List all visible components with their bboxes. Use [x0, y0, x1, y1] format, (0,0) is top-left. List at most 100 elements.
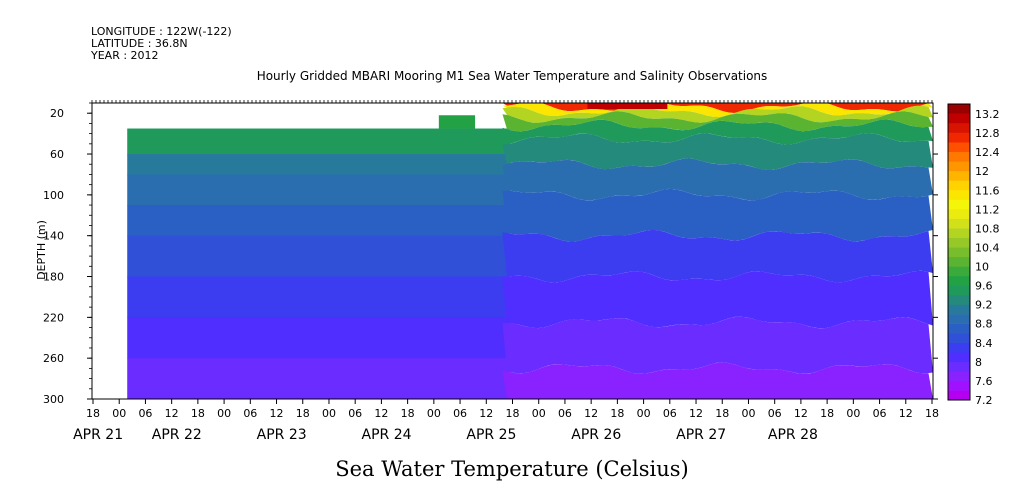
x-tick-label: 00	[846, 407, 860, 420]
colorbar-frame	[947, 103, 971, 401]
contour-band	[127, 128, 511, 155]
x-tick-label: 00	[427, 407, 441, 420]
x-tick-label: 06	[873, 407, 887, 420]
x-tick-label: 18	[610, 407, 624, 420]
chart-title: Hourly Gridded MBARI Mooring M1 Sea Wate…	[257, 69, 768, 83]
x-tick-label: 00	[532, 407, 546, 420]
colorbar-swatch	[948, 161, 970, 172]
contour-band	[502, 133, 933, 171]
colorbar-swatch	[948, 123, 970, 133]
contour-band	[127, 174, 511, 206]
colorbar-swatch	[948, 218, 970, 229]
x-tick-label: 06	[768, 407, 782, 420]
colorbar-swatch	[948, 352, 970, 363]
x-date-label: APR 28	[768, 427, 818, 443]
x-tick-label: 12	[374, 407, 388, 420]
colorbar-swatch	[948, 323, 970, 334]
colorbar-swatch	[948, 189, 970, 200]
y-tick-label: 140	[43, 230, 64, 243]
colorbar-label: 10	[975, 261, 989, 274]
contour-band	[502, 316, 933, 374]
colorbar-label: 12	[975, 165, 989, 178]
x-tick-label: 12	[584, 407, 598, 420]
colorbar-label: 10.8	[975, 222, 1000, 235]
y-axis-label: DEPTH (m)	[35, 220, 48, 280]
x-tick-label: 18	[820, 407, 834, 420]
x-tick-label: 06	[453, 407, 467, 420]
x-tick-label: 12	[165, 407, 179, 420]
contour-band	[127, 358, 511, 400]
colorbar-swatch	[948, 228, 970, 238]
contour-band	[587, 103, 668, 109]
x-date-label: APR 23	[257, 427, 307, 443]
colorbar-swatch	[948, 294, 970, 305]
colorbar-swatch	[948, 314, 970, 324]
x-tick-label: 00	[637, 407, 651, 420]
colorbar-label: 7.2	[975, 394, 993, 407]
y-tick-label: 220	[43, 311, 64, 324]
colorbar-swatch	[948, 180, 970, 191]
colorbar-swatch	[948, 361, 970, 372]
colorbar: 13.2 12.8 12.4 12 11.6 11.2 10.8 10.4 10 9.6 9.2 8.…	[947, 103, 1000, 407]
colorbar-swatch	[948, 275, 970, 286]
x-tick-label: 12	[479, 407, 493, 420]
contour-band	[502, 362, 933, 399]
colorbar-label: 8	[975, 356, 982, 369]
colorbar-swatch	[948, 247, 970, 258]
colorbar-label: 12.4	[975, 146, 1000, 159]
x-tick-label: 00	[322, 407, 336, 420]
colorbar-label: 9.6	[975, 280, 993, 293]
x-axis: 18 00 06 12 18 00 06 12 18 00 06 12 18 00 06 12 18 00 06 12…	[73, 399, 939, 443]
contour-fill-layer	[127, 103, 933, 400]
colorbar-swatch	[948, 266, 970, 277]
x-date-label: APR 21	[73, 427, 123, 443]
colorbar-swatch	[948, 170, 970, 181]
contour-band	[502, 111, 933, 132]
contour-band	[438, 115, 476, 129]
colorbar-label: 8.8	[975, 318, 993, 331]
colorbar-label: 11.2	[975, 203, 1000, 216]
x-tick-label: 06	[348, 407, 362, 420]
colorbar-label: 11.6	[975, 184, 1000, 197]
x-tick-label: 06	[558, 407, 572, 420]
x-axis-label: Sea Water Temperature (Celsius)	[335, 457, 689, 481]
x-tick-label: 00	[112, 407, 126, 420]
contour-band	[127, 276, 511, 318]
colorbar-swatch	[948, 285, 970, 296]
x-tick-label: 18	[715, 407, 729, 420]
contour-band	[502, 158, 933, 201]
colorbar-swatch	[948, 380, 970, 391]
contour-band	[502, 229, 933, 283]
colorbar-swatch	[948, 151, 970, 162]
x-tick-label: 00	[741, 407, 755, 420]
x-tick-label: 18	[925, 407, 939, 420]
x-tick-label: 18	[191, 407, 205, 420]
x-tick-label: 06	[663, 407, 677, 420]
x-tick-label: 06	[243, 407, 257, 420]
colorbar-swatch	[948, 104, 970, 114]
y-tick-label: 20	[50, 107, 64, 120]
x-date-label: APR 25	[466, 427, 516, 443]
x-tick-label: 12	[794, 407, 808, 420]
colorbar-label: 10.4	[975, 241, 1000, 254]
x-date-label: APR 22	[152, 427, 202, 443]
x-date-label: APR 26	[571, 427, 621, 443]
contour-band	[127, 235, 511, 278]
y-axis: 20 60 100 140 180 220 260 300	[43, 102, 938, 406]
colorbar-swatch	[948, 113, 970, 124]
top-minor-ticks	[91, 100, 933, 103]
y-tick-label: 180	[43, 271, 64, 284]
x-tick-label: 00	[217, 407, 231, 420]
longitude-label: LONGITUDE : 122W(-122)	[91, 25, 232, 38]
contour-band	[127, 317, 511, 359]
contour-band	[502, 119, 933, 145]
contour-band	[502, 103, 933, 118]
x-tick-label: 12	[270, 407, 284, 420]
y-tick-label: 100	[43, 189, 64, 202]
x-tick-label: 18	[296, 407, 310, 420]
colorbar-label: 12.8	[975, 127, 1000, 140]
contour-band	[502, 105, 933, 123]
colorbar-swatch	[948, 342, 970, 353]
y-tick-label: 260	[43, 352, 64, 365]
